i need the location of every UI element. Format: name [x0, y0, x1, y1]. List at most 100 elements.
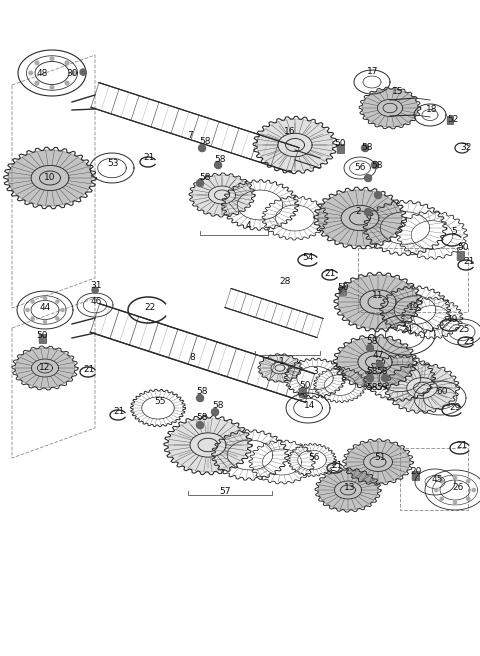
Text: 29: 29 [449, 403, 461, 413]
Text: 58: 58 [366, 384, 378, 392]
Text: 12: 12 [39, 363, 51, 373]
Circle shape [467, 497, 470, 501]
FancyBboxPatch shape [447, 116, 453, 124]
Circle shape [367, 375, 373, 382]
FancyBboxPatch shape [411, 470, 419, 480]
Circle shape [92, 287, 98, 293]
Polygon shape [337, 337, 413, 387]
Circle shape [372, 161, 379, 169]
Circle shape [29, 71, 33, 75]
Text: 21: 21 [331, 461, 343, 470]
FancyBboxPatch shape [299, 388, 305, 396]
Text: 32: 32 [460, 144, 472, 152]
Polygon shape [192, 175, 252, 215]
Text: 58: 58 [376, 367, 388, 377]
Text: 59: 59 [376, 384, 388, 392]
Polygon shape [15, 348, 75, 388]
Text: 58: 58 [366, 367, 378, 377]
Text: 18: 18 [426, 106, 438, 115]
Text: 15: 15 [392, 87, 404, 96]
Circle shape [382, 375, 388, 382]
Circle shape [65, 81, 69, 85]
Text: 23: 23 [463, 337, 475, 346]
Circle shape [72, 71, 75, 75]
Circle shape [61, 308, 64, 312]
Circle shape [35, 61, 39, 65]
Circle shape [454, 476, 456, 479]
Text: 4: 4 [245, 220, 251, 230]
Text: 21: 21 [144, 152, 155, 161]
Polygon shape [388, 365, 456, 411]
Text: 1: 1 [279, 358, 285, 367]
Text: 58: 58 [214, 155, 226, 165]
Circle shape [435, 489, 438, 491]
Text: 25: 25 [458, 325, 470, 335]
FancyBboxPatch shape [38, 333, 46, 342]
Text: 8: 8 [189, 354, 195, 363]
Circle shape [199, 144, 205, 152]
Text: 5: 5 [451, 228, 457, 237]
Circle shape [31, 317, 34, 320]
Text: 47: 47 [372, 350, 384, 359]
Circle shape [50, 85, 54, 89]
Text: 58: 58 [196, 413, 208, 422]
Text: 21: 21 [324, 268, 336, 277]
Circle shape [374, 192, 382, 199]
Text: 20: 20 [410, 468, 422, 476]
Text: 53: 53 [107, 159, 119, 167]
Text: 26: 26 [452, 483, 464, 493]
Circle shape [440, 497, 444, 501]
Circle shape [440, 480, 444, 483]
Text: 17: 17 [367, 68, 379, 77]
Circle shape [467, 480, 470, 483]
Circle shape [454, 501, 456, 504]
Circle shape [472, 489, 475, 491]
Text: 52: 52 [447, 115, 459, 125]
Text: 50: 50 [36, 331, 48, 340]
Text: 11: 11 [372, 291, 384, 300]
Circle shape [196, 422, 204, 428]
Text: 58: 58 [199, 173, 211, 182]
Text: 19: 19 [408, 304, 420, 312]
Text: 54: 54 [302, 253, 314, 262]
Text: 7: 7 [187, 131, 193, 140]
Circle shape [56, 317, 59, 320]
Text: 46: 46 [90, 298, 102, 306]
Text: 50: 50 [337, 283, 349, 291]
Text: 14: 14 [304, 401, 316, 409]
Text: 56: 56 [354, 163, 366, 173]
Circle shape [50, 57, 54, 60]
Text: 31: 31 [90, 281, 102, 289]
Text: 21: 21 [456, 440, 468, 449]
Text: 55: 55 [154, 398, 166, 407]
Circle shape [376, 361, 384, 369]
Circle shape [361, 144, 369, 152]
Text: 30: 30 [66, 68, 78, 77]
FancyBboxPatch shape [338, 285, 346, 295]
Circle shape [364, 209, 372, 216]
Text: 58: 58 [361, 144, 373, 152]
Polygon shape [318, 470, 378, 510]
Circle shape [364, 174, 372, 182]
Text: 48: 48 [36, 68, 48, 77]
Circle shape [215, 161, 221, 169]
Polygon shape [318, 190, 402, 246]
Text: 58: 58 [371, 161, 383, 169]
Text: 2: 2 [355, 207, 361, 216]
Text: 44: 44 [39, 304, 50, 312]
Text: 28: 28 [279, 277, 291, 287]
Polygon shape [260, 355, 300, 381]
Text: 10: 10 [44, 173, 56, 182]
Text: 58: 58 [199, 138, 211, 146]
Circle shape [196, 180, 204, 186]
Text: 22: 22 [144, 304, 156, 312]
Text: 50: 50 [334, 138, 346, 148]
Text: 24: 24 [401, 325, 413, 335]
Text: 16: 16 [284, 127, 296, 136]
Text: 50: 50 [457, 243, 469, 253]
Text: 3: 3 [312, 367, 318, 377]
Polygon shape [338, 275, 418, 329]
Polygon shape [168, 418, 248, 472]
Polygon shape [257, 119, 333, 171]
Circle shape [65, 61, 69, 65]
